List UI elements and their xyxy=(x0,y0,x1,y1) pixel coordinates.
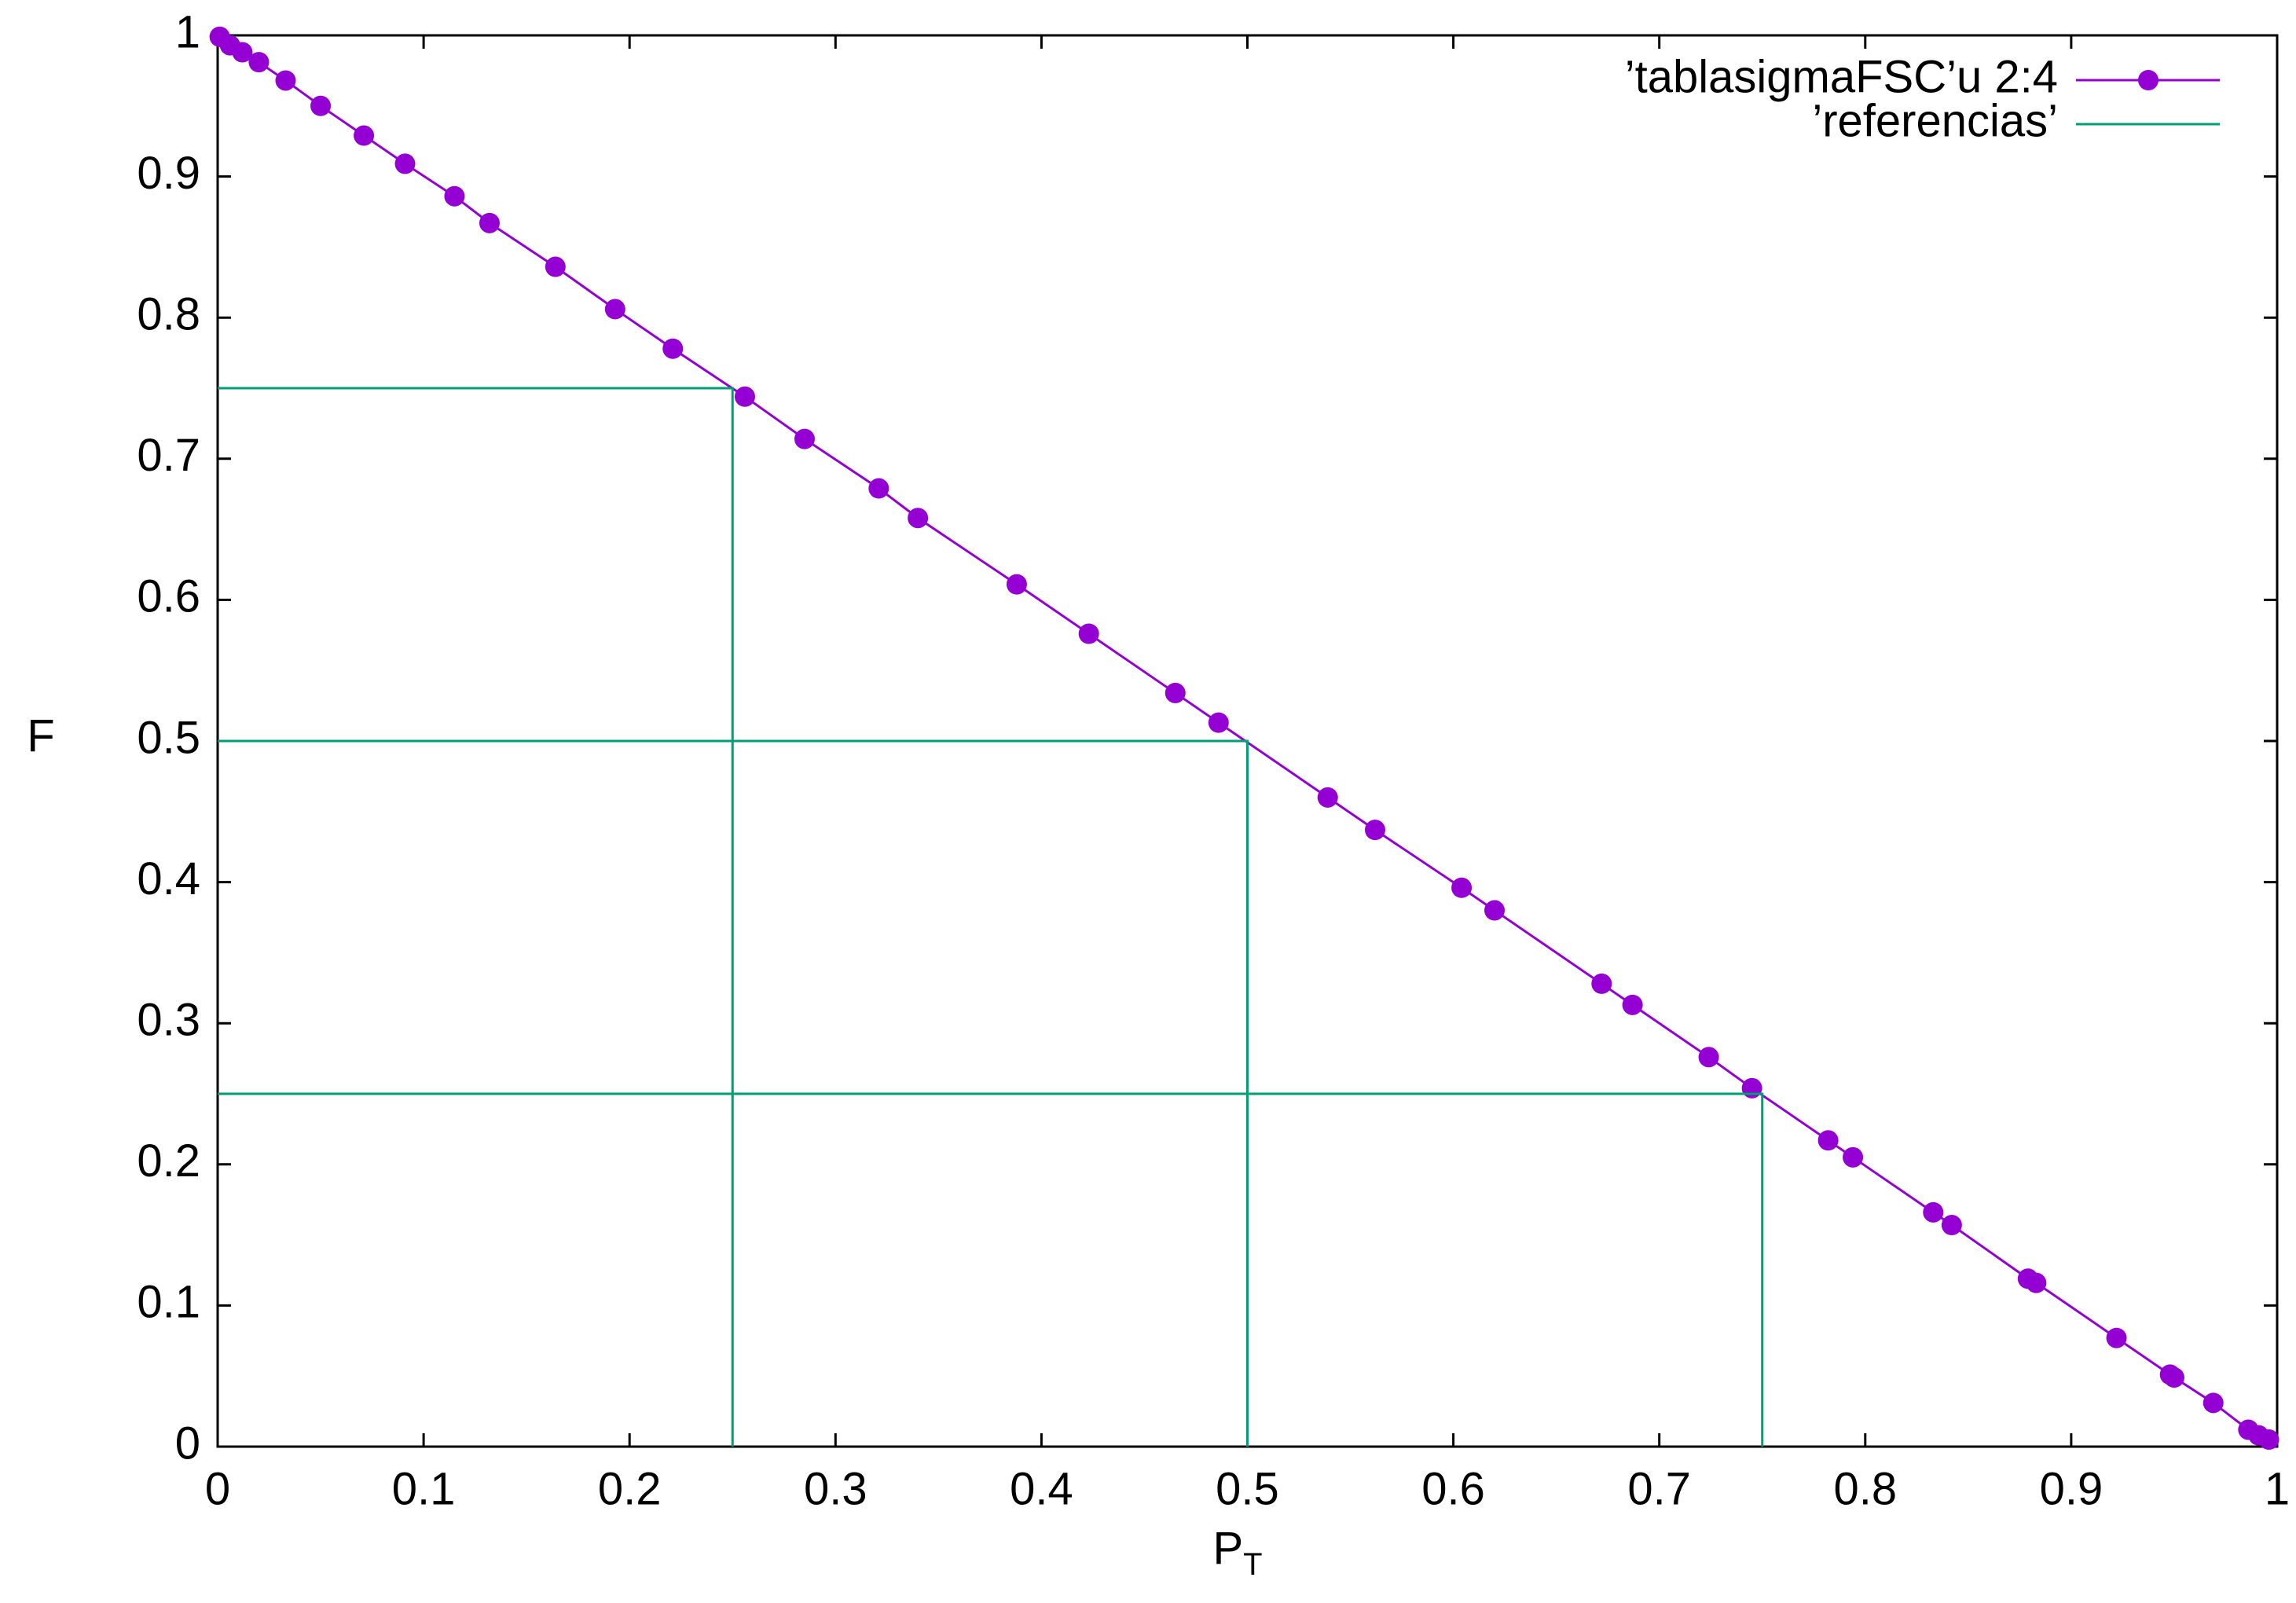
legend-label: ’referencias’ xyxy=(1812,95,2058,146)
y-tick-label: 0.2 xyxy=(137,1135,200,1187)
data-point xyxy=(545,256,566,277)
data-point xyxy=(1923,1201,1944,1223)
data-point xyxy=(2106,1327,2127,1348)
data-point xyxy=(479,212,500,233)
y-tick-label: 0.7 xyxy=(137,430,200,481)
data-point xyxy=(1622,994,1643,1015)
x-tick-label: 0.7 xyxy=(1627,1463,1691,1514)
y-tick-label: 0.3 xyxy=(137,995,200,1046)
x-tick-label: 0.9 xyxy=(2040,1463,2103,1514)
data-point xyxy=(734,386,755,407)
x-tick-label: 0 xyxy=(205,1463,230,1514)
x-tick-label: 1 xyxy=(2265,1463,2290,1514)
data-point xyxy=(444,185,465,207)
data-point xyxy=(1941,1215,1962,1236)
data-point xyxy=(1843,1146,1864,1168)
series-line xyxy=(218,387,1764,1447)
data-point xyxy=(1591,973,1612,994)
data-point xyxy=(275,70,296,91)
data-point xyxy=(1698,1047,1719,1068)
y-tick-label: 0.4 xyxy=(137,853,200,904)
data-point xyxy=(1484,900,1506,921)
x-tick-label: 0.6 xyxy=(1421,1463,1485,1514)
data-point xyxy=(2258,1429,2279,1451)
data-point xyxy=(394,153,416,174)
data-point xyxy=(232,42,253,63)
data-point xyxy=(1741,1077,1762,1099)
data-point xyxy=(1165,682,1186,703)
data-point xyxy=(868,478,889,499)
data-point xyxy=(1078,623,1099,644)
data-point xyxy=(2026,1272,2047,1293)
x-axis-label-main: P xyxy=(1212,1523,1243,1574)
data-point xyxy=(1817,1130,1839,1151)
legend-marker xyxy=(2138,70,2158,90)
y-tick-label: 0.1 xyxy=(137,1277,200,1328)
data-point xyxy=(354,125,375,146)
x-tick-label: 0.8 xyxy=(1833,1463,1897,1514)
data-point xyxy=(1208,712,1229,733)
data-point xyxy=(2163,1366,2184,1388)
series-line xyxy=(218,35,2270,1441)
data-point xyxy=(1365,820,1386,841)
y-tick-label: 0.5 xyxy=(137,712,200,763)
x-tick-label: 0.5 xyxy=(1216,1463,1279,1514)
y-tick-label: 0 xyxy=(175,1418,200,1469)
data-point xyxy=(1317,787,1338,808)
data-point xyxy=(604,299,625,320)
data-point xyxy=(794,428,815,449)
data-point xyxy=(1451,877,1473,898)
x-tick-label: 0.4 xyxy=(1010,1463,1073,1514)
y-tick-label: 0.6 xyxy=(137,571,200,622)
data-point xyxy=(908,508,929,529)
data-point xyxy=(1006,574,1027,595)
x-tick-label: 0.2 xyxy=(598,1463,662,1514)
y-tick-label: 0.9 xyxy=(137,148,200,199)
x-tick-label: 0.3 xyxy=(804,1463,867,1514)
y-tick-label: 1 xyxy=(175,6,200,57)
x-tick-label: 0.1 xyxy=(392,1463,456,1514)
x-axis-label: PT xyxy=(1212,1523,1262,1581)
legend-label: ’tablasigmaFSC’u 2:4 xyxy=(1625,51,2058,102)
data-point xyxy=(662,338,684,359)
x-axis-label-subscript: T xyxy=(1243,1547,1262,1582)
data-point xyxy=(310,95,332,116)
data-point xyxy=(248,52,270,73)
y-tick-label: 0.8 xyxy=(137,289,200,340)
data-point xyxy=(2202,1392,2224,1414)
y-axis-label: F xyxy=(27,710,54,761)
